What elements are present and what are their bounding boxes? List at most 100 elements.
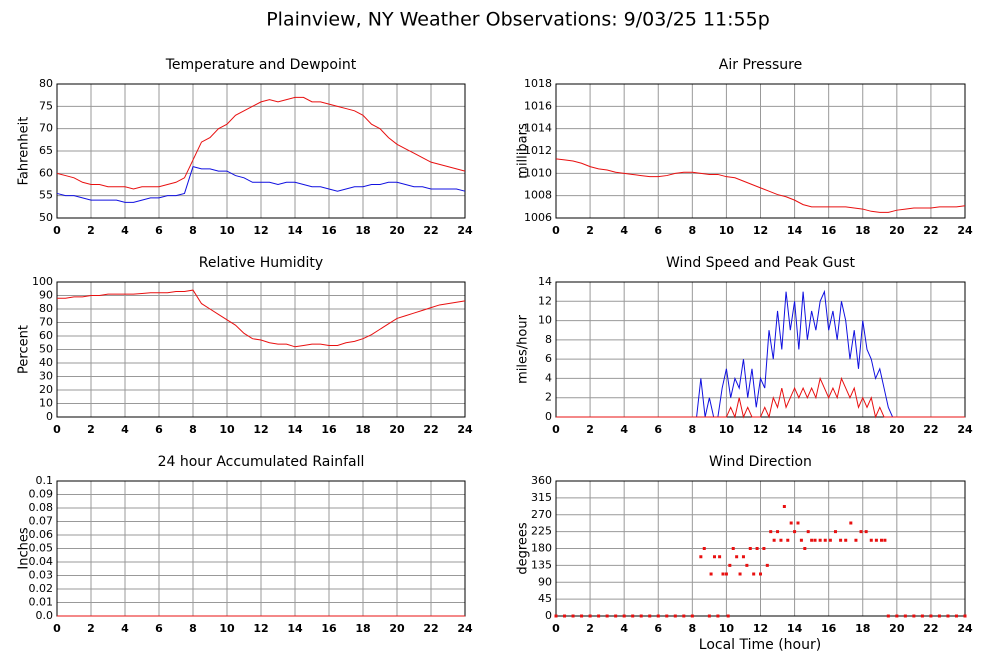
x-tick-label: 20 [889,423,905,436]
point [869,538,873,542]
x-tick-label: 18 [855,423,870,436]
y-tick-label: 50 [39,211,53,224]
point [748,547,752,550]
main-title: Plainview, NY Weather Observations: 9/03… [266,9,770,31]
x-tick-label: 24 [457,622,473,635]
point [755,547,759,550]
point [752,572,756,576]
x-tick-label: 16 [821,622,837,635]
x-tick-label: 14 [787,423,803,436]
point [806,530,810,534]
y-tick-label: 100 [32,275,53,288]
y-tick-label: 0.0 [36,609,54,622]
x-tick-label: 24 [957,622,973,635]
point [864,530,868,534]
point [963,614,967,618]
point [786,538,790,542]
y-axis-label: Inches [17,527,32,569]
point [682,614,686,618]
x-tick-label: 8 [189,224,197,237]
y-tick-label: 40 [39,356,53,369]
point [849,521,853,525]
x-tick-label: 22 [923,622,938,635]
x-tick-label: 4 [620,622,628,635]
y-tick-label: 0.1 [36,474,54,487]
y-axis-label: Percent [17,325,32,374]
x-tick-label: 2 [586,224,594,237]
x-tick-label: 4 [121,224,129,237]
point [726,614,730,618]
point [954,614,958,618]
x-tick-label: 22 [423,224,438,237]
x-tick-label: 16 [821,423,837,436]
x-tick-label: 0 [53,622,61,635]
x-tick-label: 12 [753,423,768,436]
point [776,530,780,534]
point [859,530,863,534]
y-tick-label: 0.08 [29,501,54,514]
y-tick-label: 8 [545,333,552,346]
plot-frame [56,83,466,219]
y-tick-label: 1014 [524,122,552,135]
y-tick-label: 90 [538,575,552,588]
x-tick-label: 22 [923,423,938,436]
panel-title: Wind Direction [709,454,812,470]
point [716,614,720,618]
point [839,538,843,542]
y-tick-label: 4 [545,371,552,384]
point [782,505,786,508]
y-tick-label: 14 [538,275,552,288]
x-tick-label: 6 [155,224,163,237]
x-tick-label: 10 [719,622,735,635]
x-tick-label: 20 [889,224,905,237]
y-tick-label: 0 [545,410,552,423]
series-line [556,289,965,418]
point [886,614,890,618]
y-axis-label: millibars [516,123,531,179]
x-tick-label: 16 [821,224,837,237]
x-tick-label: 10 [219,423,235,436]
x-tick-label: 14 [287,622,303,635]
point [765,563,769,567]
point [656,614,660,618]
point [937,614,941,618]
y-tick-label: 270 [531,508,552,521]
point [854,538,858,542]
y-tick-label: 80 [39,77,53,90]
point [912,614,916,618]
x-tick-label: 20 [389,622,405,635]
y-axis-label: degrees [516,522,531,575]
point [759,572,762,576]
point [712,555,716,559]
point [828,538,832,542]
point [789,521,793,525]
y-tick-label: 10 [39,397,53,410]
point [709,572,713,576]
x-tick-label: 24 [957,423,973,436]
point [823,538,827,542]
y-tick-label: 1016 [524,99,552,112]
panel-title: Relative Humidity [199,255,323,271]
panel-title: Temperature and Dewpoint [165,57,357,73]
point [903,614,907,618]
x-tick-label: 24 [457,423,473,436]
y-axis-label: miles/hour [516,314,531,383]
x-tick-label: 10 [219,622,235,635]
y-tick-label: 45 [538,592,552,605]
point [588,614,592,618]
point [614,614,618,618]
y-tick-label: 360 [531,474,552,487]
y-tick-label: 10 [538,314,552,327]
point [818,538,822,542]
x-tick-label: 12 [753,622,768,635]
x-tick-label: 18 [855,224,870,237]
x-axis-label: Local Time (hour) [699,637,821,653]
point [929,614,933,618]
plot-frame [555,480,966,617]
y-tick-label: 55 [39,189,53,202]
point [665,614,669,618]
point [738,572,742,576]
plot-frame [555,83,966,219]
point [563,614,567,618]
point [803,547,807,550]
